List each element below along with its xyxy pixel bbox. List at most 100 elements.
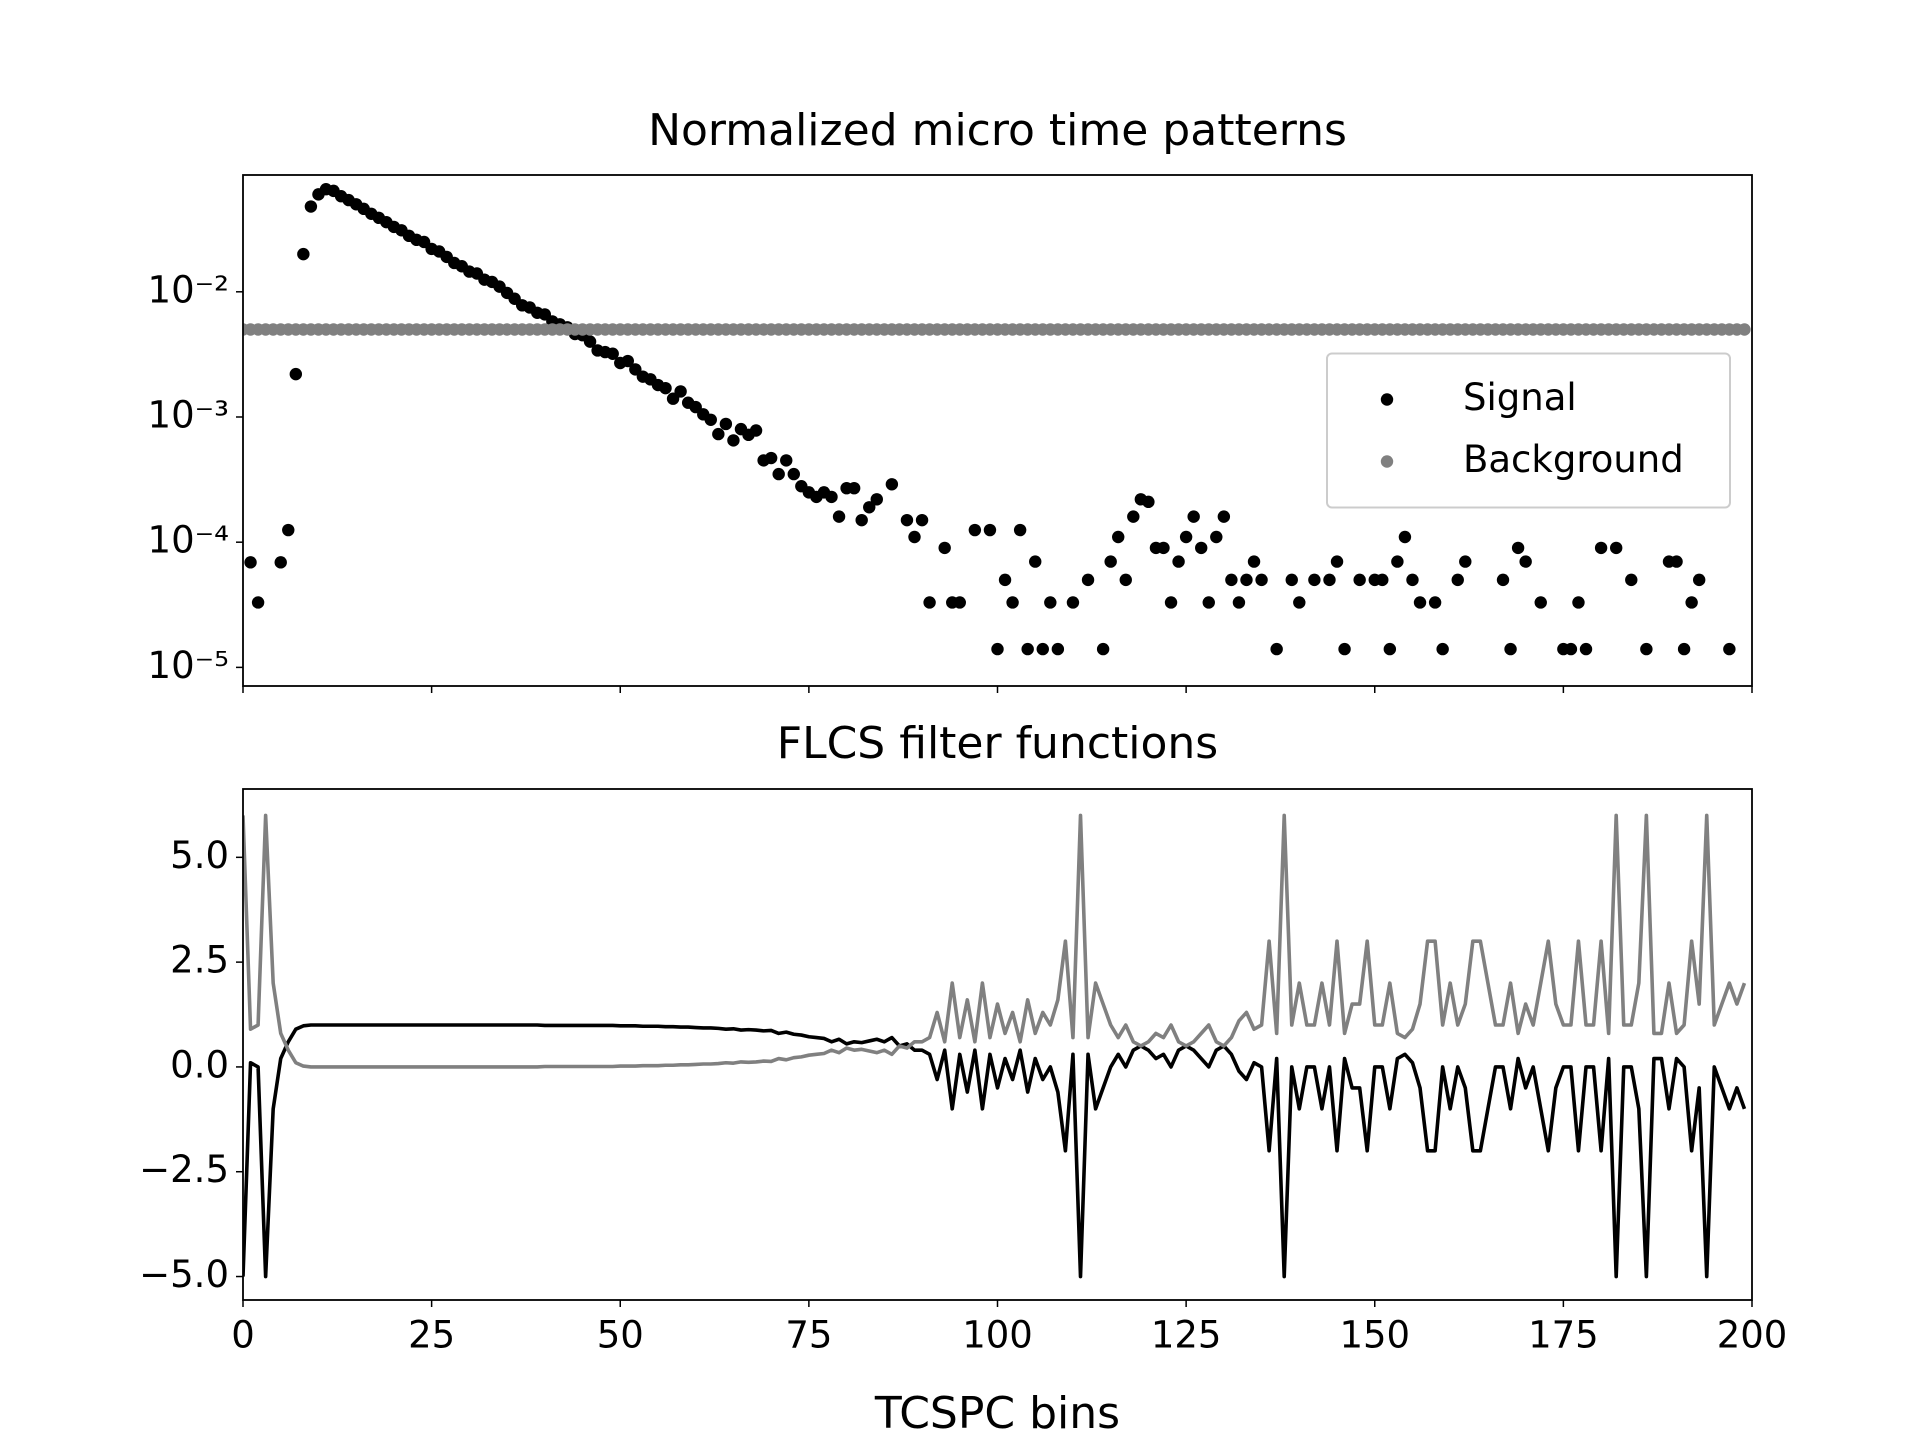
scatter-point — [1044, 596, 1057, 609]
axes-frame — [242, 174, 1753, 687]
scatter-point — [938, 541, 951, 555]
scatter-point — [1127, 510, 1140, 523]
scatter-point — [1157, 541, 1170, 555]
scatter-point — [1428, 596, 1442, 609]
y-tick-label: −2.5 — [139, 1148, 229, 1191]
scatter-point — [1172, 555, 1185, 568]
scatter-point — [1579, 642, 1593, 656]
legend-box — [1326, 352, 1731, 509]
scatter-point — [1640, 642, 1653, 656]
scatter-point — [304, 200, 318, 213]
scatter-point — [1006, 596, 1019, 609]
x-tick-label: 25 — [408, 1314, 455, 1357]
line-series — [243, 1023, 1747, 1279]
scatter-point — [923, 596, 936, 609]
scatter-point — [825, 490, 838, 504]
scatter-point — [1247, 555, 1261, 568]
scatter-point — [1594, 541, 1608, 555]
scatter-point — [1179, 530, 1193, 544]
scatter-point — [1519, 555, 1532, 568]
scatter-point — [244, 556, 257, 569]
scatter-point — [1164, 596, 1178, 609]
scatter-point — [583, 335, 597, 348]
subplot: Normalized micro time patterns 10⁻⁵ 10⁻⁴ 10… — [148, 105, 1753, 693]
scatter-point — [1338, 642, 1351, 656]
scatter-point — [1112, 530, 1125, 544]
y-tick-label: 5.0 — [170, 834, 229, 877]
x-tick-label: 175 — [1528, 1314, 1599, 1357]
axes-frame — [242, 788, 1753, 1301]
scatter-point — [764, 451, 778, 465]
y-tick-label: 2.5 — [170, 939, 229, 982]
scatter-point — [1021, 642, 1034, 656]
scatter-point — [968, 523, 982, 537]
scatter-point — [900, 513, 914, 527]
x-tick-label: 150 — [1339, 1314, 1410, 1357]
scatter-point — [1496, 573, 1510, 587]
scatter-point — [719, 417, 733, 431]
legend: Signal Background — [1326, 352, 1731, 509]
scatter-point — [1677, 642, 1691, 656]
scatter-point — [659, 381, 672, 395]
x-tick-label: 50 — [597, 1314, 644, 1357]
scatter-point — [1225, 573, 1238, 587]
scatter-point — [855, 513, 868, 527]
scatter-point — [832, 510, 846, 523]
scatter-point — [1210, 530, 1223, 544]
scatter-point — [1609, 541, 1623, 555]
scatter-point — [621, 354, 634, 368]
scatter-point — [1330, 555, 1344, 568]
scatter-point — [1104, 555, 1117, 568]
scatter-point — [674, 385, 687, 398]
scatter-point — [289, 367, 303, 381]
scatter-point — [1255, 573, 1268, 587]
x-axis-label: TCSPC bins — [874, 1388, 1120, 1439]
scatter-point — [1270, 642, 1283, 656]
scatter-point — [847, 481, 861, 495]
scatter-point — [1232, 596, 1246, 609]
scatter-point — [1383, 642, 1397, 656]
scatter-point — [1692, 573, 1706, 587]
scatter-point — [908, 530, 921, 544]
scatter-point — [1036, 642, 1049, 656]
x-tick-label: 100 — [962, 1314, 1033, 1357]
scatter-point — [953, 596, 966, 609]
scatter-point — [1564, 642, 1578, 656]
plot-area — [243, 813, 1747, 1279]
scatter-point — [727, 434, 740, 447]
legend-marker — [1380, 455, 1394, 468]
x-tick-label: 0 — [231, 1314, 255, 1357]
scatter-point — [251, 596, 265, 609]
x-tick-label: 75 — [785, 1314, 832, 1357]
scatter-point — [991, 642, 1004, 656]
scatter-point — [1217, 510, 1231, 523]
scatter-point — [1240, 573, 1253, 587]
scatter-point — [1081, 573, 1095, 587]
scatter-point — [1187, 510, 1200, 523]
scatter-point — [998, 573, 1012, 587]
scatter-point — [1096, 642, 1110, 656]
scatter-point — [1119, 573, 1132, 587]
scatter-point — [1051, 642, 1065, 656]
scatter-point — [787, 467, 800, 481]
y-tick-label: 10⁻³ — [148, 393, 229, 436]
subplot-title: Normalized micro time patterns — [648, 105, 1347, 156]
y-tick-label: 10⁻⁵ — [148, 644, 229, 687]
scatter-point — [282, 523, 295, 537]
x-tick-label: 200 — [1717, 1314, 1788, 1357]
scatter-point — [1142, 495, 1155, 509]
y-tick-label: 10⁻² — [148, 268, 229, 311]
scatter-point — [1013, 523, 1027, 537]
x-tick-label: 125 — [1151, 1314, 1222, 1357]
scatter-point — [1723, 642, 1736, 656]
scatter-point — [1685, 596, 1698, 609]
scatter-point — [274, 556, 287, 569]
scatter-point — [606, 347, 619, 360]
scatter-point — [780, 454, 793, 467]
legend-label: Background — [1463, 438, 1684, 481]
line-series — [243, 813, 1747, 1069]
scatter-point — [1376, 573, 1389, 587]
scatter-point — [1195, 541, 1208, 555]
scatter-point — [983, 523, 997, 537]
